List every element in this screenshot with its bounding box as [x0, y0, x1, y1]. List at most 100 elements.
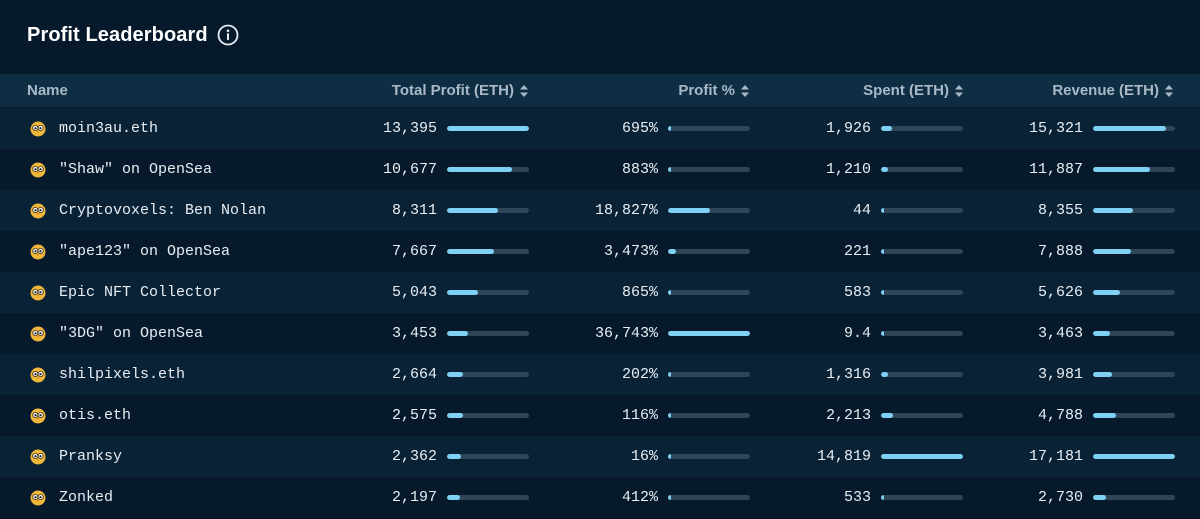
total-profit-value: 3,453 — [391, 325, 437, 342]
name-cell[interactable]: "3DG" on OpenSea — [30, 313, 203, 354]
collector-name[interactable]: moin3au.eth — [59, 120, 159, 137]
revenue-bar-fill — [1093, 331, 1110, 336]
profit-pct-value: 865% — [621, 284, 658, 301]
sort-icon[interactable] — [954, 83, 964, 99]
sort-icon[interactable] — [740, 83, 750, 99]
name-cell[interactable]: Cryptovoxels: Ben Nolan — [30, 190, 266, 231]
table-row[interactable]: Epic NFT Collector 5,043 865% 583 5,626 — [0, 272, 1200, 313]
spent-bar-fill — [881, 208, 884, 213]
spent-bar-track — [881, 249, 963, 254]
total-profit-bar-fill — [447, 249, 494, 254]
spent-value: 2,213 — [825, 407, 871, 424]
revenue-bar-track — [1093, 413, 1175, 418]
info-icon[interactable] — [217, 24, 239, 46]
table-row[interactable]: Zonked 2,197 412% 533 2,730 — [0, 477, 1200, 518]
profit-pct-bar-fill — [668, 331, 750, 336]
profit-pct-bar-track — [668, 495, 750, 500]
profit-pct-bar-track — [668, 413, 750, 418]
collector-name[interactable]: Epic NFT Collector — [59, 284, 222, 301]
collector-name[interactable]: Zonked — [59, 489, 114, 506]
name-cell[interactable]: "Shaw" on OpenSea — [30, 149, 212, 190]
total-profit-bar-fill — [447, 208, 498, 213]
owl-avatar-icon — [30, 408, 46, 424]
name-cell[interactable]: Zonked — [30, 477, 113, 518]
spent-bar-fill — [881, 249, 884, 254]
spent-value: 221 — [843, 243, 871, 260]
revenue-bar-track — [1093, 208, 1175, 213]
table-row[interactable]: Cryptovoxels: Ben Nolan 8,311 18,827% 44 8,3… — [0, 190, 1200, 231]
revenue-bar-track — [1093, 249, 1175, 254]
spent-value: 1,210 — [825, 161, 871, 178]
collector-name[interactable]: "ape123" on OpenSea — [59, 243, 231, 260]
col-header-profit-pct[interactable]: Profit % — [560, 74, 750, 107]
sort-icon[interactable] — [519, 83, 529, 99]
total-profit-value: 2,575 — [391, 407, 437, 424]
collector-name[interactable]: otis.eth — [59, 407, 132, 424]
owl-avatar-icon — [30, 367, 46, 383]
collector-name[interactable]: Cryptovoxels: Ben Nolan — [59, 202, 267, 219]
spent-bar-fill — [881, 495, 884, 500]
name-cell[interactable]: shilpixels.eth — [30, 354, 185, 395]
profit-pct-bar-fill — [668, 249, 676, 254]
total-profit-value: 2,664 — [391, 366, 437, 383]
owl-avatar-icon — [30, 162, 46, 178]
col-header-name[interactable]: Name — [27, 74, 68, 107]
owl-avatar-icon — [30, 326, 46, 342]
table-row[interactable]: "Shaw" on OpenSea 10,677 883% 1,210 11,887 — [0, 149, 1200, 190]
collector-name[interactable]: shilpixels.eth — [59, 366, 186, 383]
spent-bar-track — [881, 331, 963, 336]
profit-pct-bar-fill — [668, 495, 671, 500]
spent-bar-fill — [881, 290, 884, 295]
name-cell[interactable]: Epic NFT Collector — [30, 272, 221, 313]
revenue-value: 3,981 — [1037, 366, 1083, 383]
revenue-value: 7,888 — [1037, 243, 1083, 260]
total-profit-value: 2,197 — [391, 489, 437, 506]
sort-icon[interactable] — [1164, 83, 1174, 99]
total-profit-bar-track — [447, 249, 529, 254]
profit-pct-bar-fill — [668, 454, 671, 459]
table-row[interactable]: moin3au.eth 13,395 695% 1,926 15,321 — [0, 108, 1200, 149]
spent-value: 1,316 — [825, 366, 871, 383]
collector-name[interactable]: "Shaw" on OpenSea — [59, 161, 213, 178]
profit-pct-value: 202% — [621, 366, 658, 383]
spent-bar-track — [881, 454, 963, 459]
spent-bar-fill — [881, 331, 884, 336]
table-row[interactable]: otis.eth 2,575 116% 2,213 4,788 — [0, 395, 1200, 436]
total-profit-bar-fill — [447, 413, 463, 418]
total-profit-bar-fill — [447, 167, 512, 172]
col-header-total-profit[interactable]: Total Profit (ETH) — [300, 74, 529, 107]
table-row[interactable]: Pranksy 2,362 16% 14,819 17,181 — [0, 436, 1200, 477]
col-header-name-label: Name — [27, 82, 68, 99]
total-profit-value: 2,362 — [391, 448, 437, 465]
revenue-value: 11,887 — [1028, 161, 1083, 178]
spent-bar-fill — [881, 454, 963, 459]
spent-value: 583 — [843, 284, 871, 301]
col-header-spent[interactable]: Spent (ETH) — [760, 74, 964, 107]
name-cell[interactable]: "ape123" on OpenSea — [30, 231, 230, 272]
total-profit-value: 10,677 — [382, 161, 437, 178]
profit-pct-bar-fill — [668, 290, 671, 295]
profit-pct-bar-track — [668, 167, 750, 172]
col-header-revenue[interactable]: Revenue (ETH) — [970, 74, 1174, 107]
owl-avatar-icon — [30, 449, 46, 465]
name-cell[interactable]: moin3au.eth — [30, 108, 158, 149]
col-header-total-profit-label: Total Profit (ETH) — [391, 82, 514, 99]
revenue-value: 17,181 — [1028, 448, 1083, 465]
collector-name[interactable]: Pranksy — [59, 448, 123, 465]
col-header-spent-label: Spent (ETH) — [863, 82, 949, 99]
name-cell[interactable]: otis.eth — [30, 395, 131, 436]
spent-value: 9.4 — [843, 325, 871, 342]
profit-pct-value: 36,743% — [594, 325, 658, 342]
profit-pct-bar-track — [668, 126, 750, 131]
collector-name[interactable]: "3DG" on OpenSea — [59, 325, 204, 342]
spent-bar-track — [881, 126, 963, 131]
table-row[interactable]: shilpixels.eth 2,664 202% 1,316 3,981 — [0, 354, 1200, 395]
table-row[interactable]: "ape123" on OpenSea 7,667 3,473% 221 7,888 — [0, 231, 1200, 272]
profit-pct-bar-track — [668, 249, 750, 254]
title-row: Profit Leaderboard — [27, 19, 239, 51]
revenue-bar-track — [1093, 454, 1175, 459]
table-row[interactable]: "3DG" on OpenSea 3,453 36,743% 9.4 3,463 — [0, 313, 1200, 354]
page-title: Profit Leaderboard — [27, 23, 208, 46]
name-cell[interactable]: Pranksy — [30, 436, 122, 477]
